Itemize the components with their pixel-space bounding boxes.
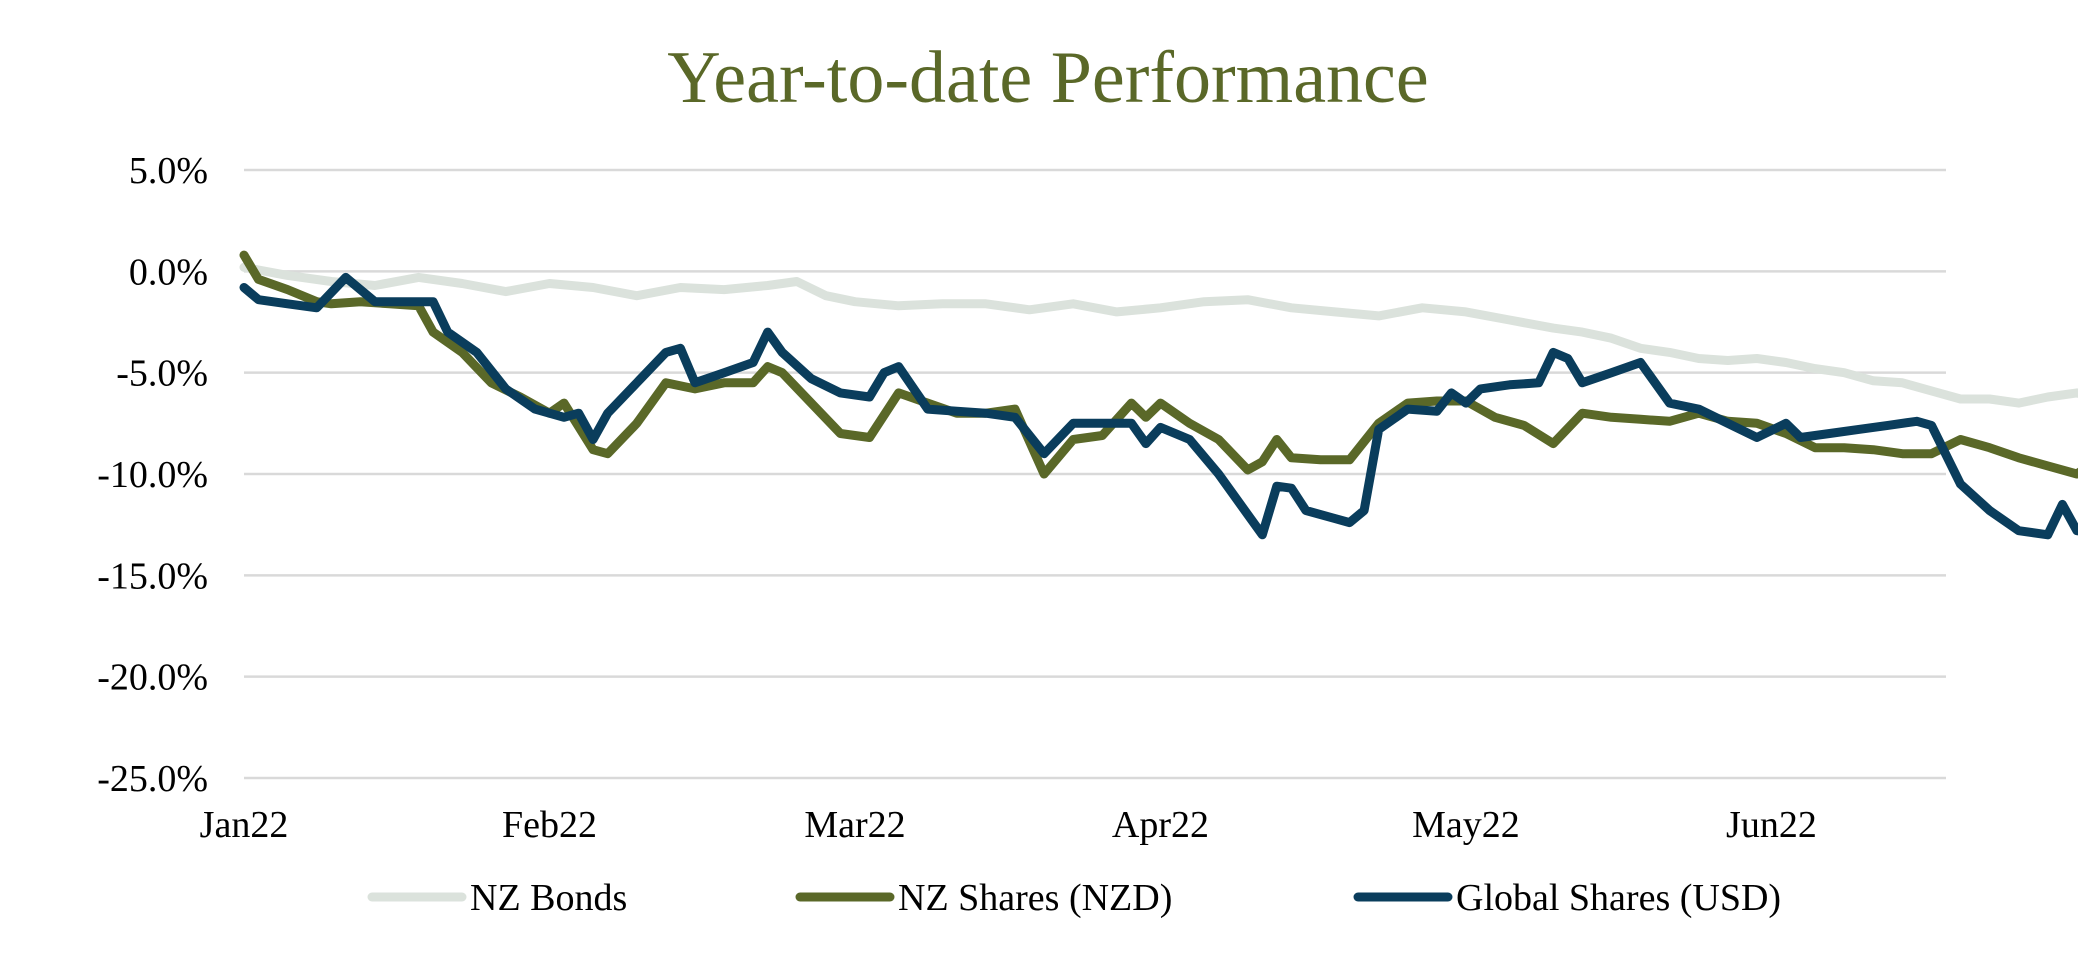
y-tick-label: 5.0% xyxy=(129,150,208,192)
x-tick-label: Apr22 xyxy=(1112,804,1209,846)
y-tick-label: -15.0% xyxy=(97,555,208,597)
x-tick-label: Jan22 xyxy=(200,804,289,846)
chart-title: Year-to-date Performance xyxy=(667,37,1429,119)
series-line-2 xyxy=(239,250,2078,479)
legend-label: NZ Bonds xyxy=(470,877,627,919)
y-tick-label: -5.0% xyxy=(116,353,208,395)
x-tick-label: May22 xyxy=(1412,804,1520,846)
series-line-1 xyxy=(239,262,2078,408)
x-axis-ticks: Jan22 Feb22 Mar22 Apr22 May22 Jun22 xyxy=(200,804,1817,846)
y-tick-label: -20.0% xyxy=(97,657,208,699)
series-line-3 xyxy=(239,272,2078,540)
y-tick-label: -25.0% xyxy=(97,758,208,800)
series-lines xyxy=(239,250,2078,540)
x-tick-label: Jun22 xyxy=(1726,804,1817,846)
legend-label: NZ Shares (NZD) xyxy=(898,877,1172,919)
y-axis-ticks: 5.0% 0.0% -5.0% -10.0% -15.0% -20.0% -25.0% xyxy=(97,150,208,800)
legend-label: Global Shares (USD) xyxy=(1456,877,1781,919)
gridlines xyxy=(244,168,1946,780)
x-tick-label: Mar22 xyxy=(804,804,905,846)
y-tick-label: 0.0% xyxy=(129,251,208,293)
legend: NZ Bonds NZ Shares (NZD) Global Shares (US… xyxy=(367,877,1781,919)
y-tick-label: -10.0% xyxy=(97,454,208,496)
x-tick-label: Feb22 xyxy=(502,804,597,846)
